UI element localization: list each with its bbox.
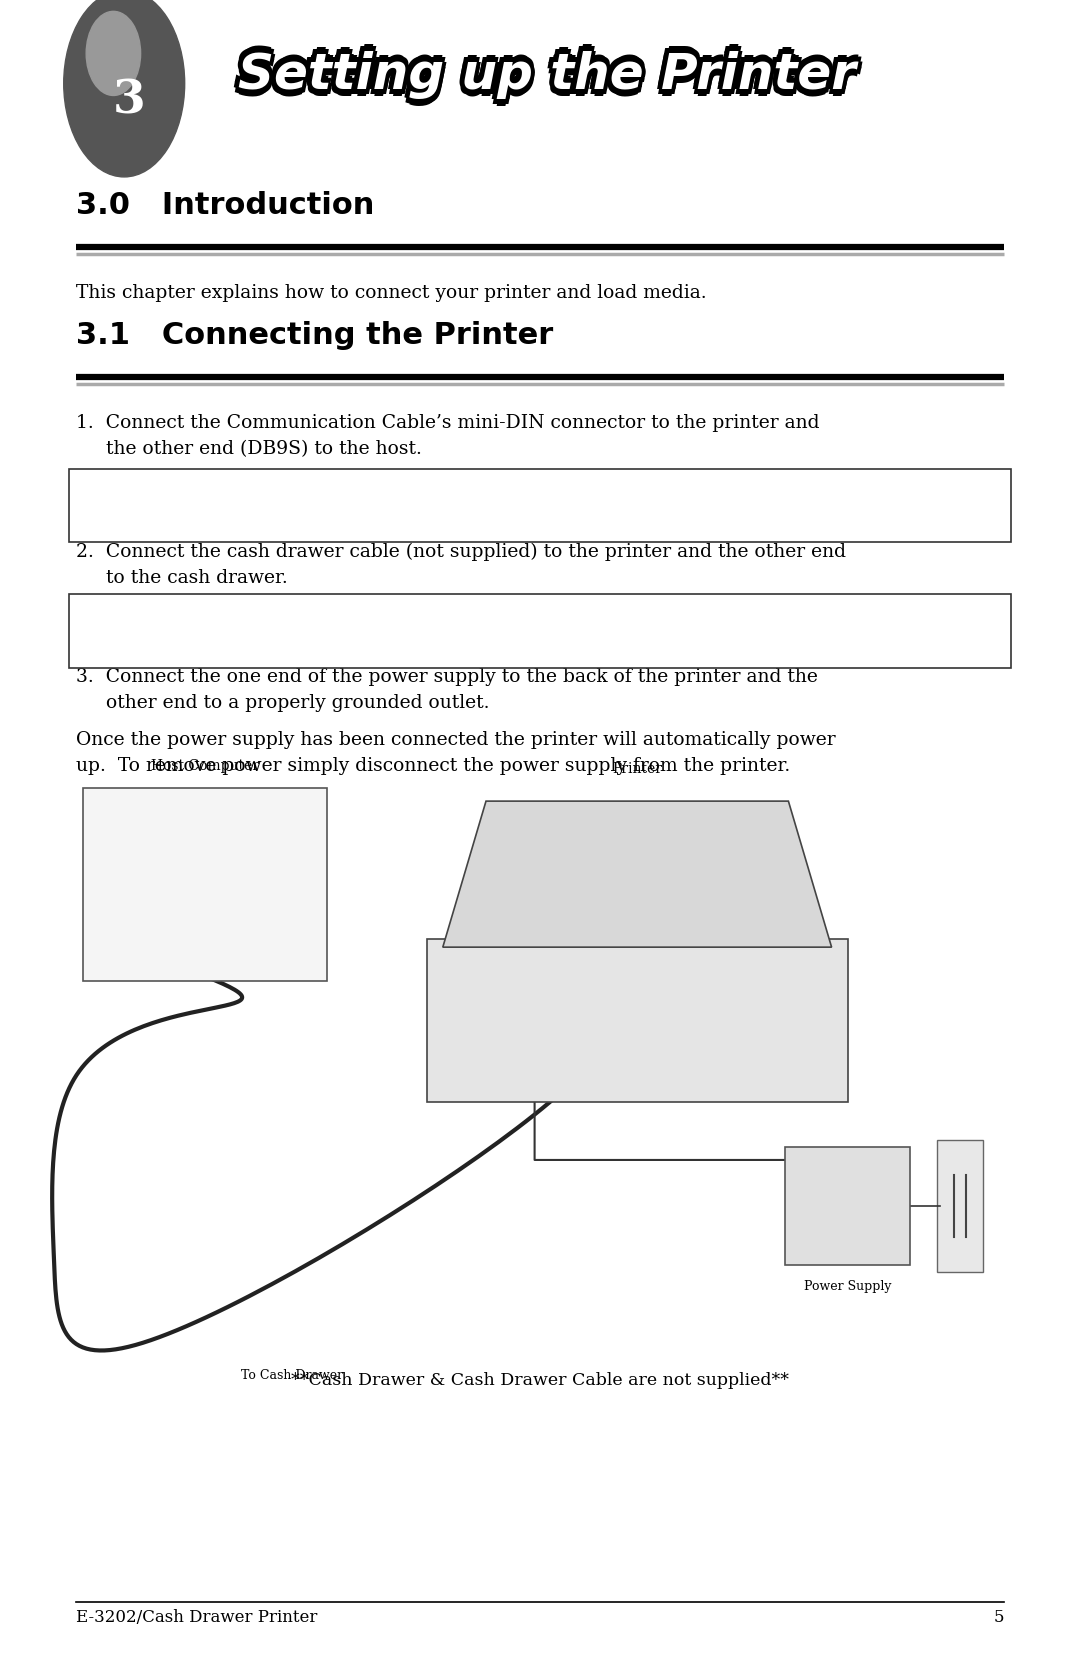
Circle shape (86, 12, 140, 95)
FancyBboxPatch shape (785, 1147, 910, 1265)
Text: 2.  Connect the cash drawer cable (not supplied) to the printer and the other en: 2. Connect the cash drawer cable (not su… (76, 542, 846, 587)
Text: Host Computer: Host Computer (151, 759, 259, 773)
Text: This chapter explains how to connect your printer and load media.: This chapter explains how to connect you… (76, 284, 706, 302)
Text: 3.  Connect the one end of the power supply to the back of the printer and the
 : 3. Connect the one end of the power supp… (76, 668, 818, 713)
Text: Setting up the Printer: Setting up the Printer (233, 52, 851, 98)
Text: E-3202/Cash Drawer Printer: E-3202/Cash Drawer Printer (76, 1609, 316, 1626)
FancyBboxPatch shape (83, 788, 327, 981)
Text: Setting up the Printer: Setting up the Printer (241, 47, 859, 93)
Text: Setting up the Printer: Setting up the Printer (234, 47, 852, 93)
FancyBboxPatch shape (427, 938, 848, 1102)
Text: 1.  Connect the Communication Cable’s mini-DIN connector to the printer and
    : 1. Connect the Communication Cable’s min… (76, 414, 819, 459)
FancyBboxPatch shape (69, 469, 1011, 542)
Text: Printer: Printer (612, 763, 662, 776)
Text: Warning:    DO NOT connect this printer to any type of telephone line or equipme: Warning: DO NOT connect this printer to … (86, 629, 829, 646)
Text: 3.1   Connecting the Printer: 3.1 Connecting the Printer (76, 322, 553, 350)
Text: **Cash Drawer & Cash Drawer Cable are not supplied**: **Cash Drawer & Cash Drawer Cable are no… (291, 1372, 789, 1389)
Text: Setting up the Printer: Setting up the Printer (241, 57, 859, 103)
FancyBboxPatch shape (937, 1140, 983, 1272)
Circle shape (64, 0, 185, 177)
Text: Setting up the Printer: Setting up the Printer (238, 52, 855, 98)
Text: To Cash Drawer: To Cash Drawer (241, 1369, 342, 1382)
Text: Setting up the Printer: Setting up the Printer (242, 52, 860, 98)
Text: 5: 5 (994, 1609, 1004, 1626)
Polygon shape (443, 801, 832, 948)
Text: 3.0   Introduction: 3.0 Introduction (76, 192, 374, 220)
Text: Setting up the Printer: Setting up the Printer (238, 45, 855, 92)
Text: Warning:    DO NOT connect a mouse or other peripheral equipment to this connect: Warning: DO NOT connect a mouse or other… (86, 504, 850, 521)
Text: Setting up the Printer: Setting up the Printer (234, 57, 852, 103)
Text: Setting up the Printer: Setting up the Printer (238, 58, 855, 105)
Text: Power Supply: Power Supply (804, 1280, 892, 1293)
Text: 3: 3 (113, 77, 146, 124)
FancyBboxPatch shape (69, 594, 1011, 668)
Text: Once the power supply has been connected the printer will automatically power
up: Once the power supply has been connected… (76, 731, 835, 776)
